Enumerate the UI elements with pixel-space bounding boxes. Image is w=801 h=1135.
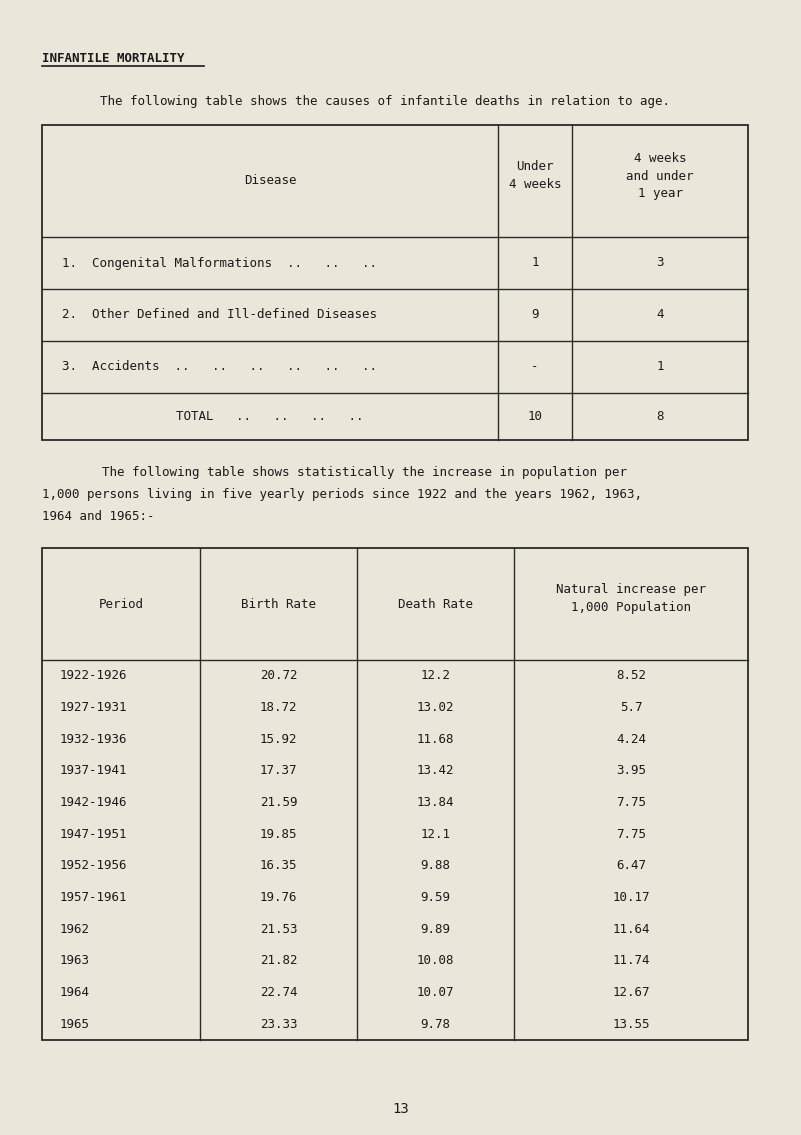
Text: 7.75: 7.75	[616, 796, 646, 809]
Text: 3.95: 3.95	[616, 764, 646, 777]
Text: 1: 1	[656, 361, 664, 373]
Text: 21.59: 21.59	[260, 796, 297, 809]
Text: 13: 13	[392, 1102, 409, 1116]
Text: Natural increase per
1,000 Population: Natural increase per 1,000 Population	[556, 583, 706, 614]
Text: 7.75: 7.75	[616, 827, 646, 841]
Text: Under
4 weeks: Under 4 weeks	[509, 160, 562, 192]
Text: 1.  Congenital Malformations  ..   ..   ..: 1. Congenital Malformations .. .. ..	[62, 257, 377, 269]
Text: INFANTILE MORTALITY: INFANTILE MORTALITY	[42, 52, 184, 65]
Text: 13.02: 13.02	[417, 701, 454, 714]
Text: 15.92: 15.92	[260, 733, 297, 746]
Text: 23.33: 23.33	[260, 1018, 297, 1031]
Text: Period: Period	[99, 597, 143, 611]
Text: 20.72: 20.72	[260, 670, 297, 682]
Text: 1: 1	[531, 257, 539, 269]
Text: 9: 9	[531, 309, 539, 321]
Text: 17.37: 17.37	[260, 764, 297, 777]
Text: 21.53: 21.53	[260, 923, 297, 935]
Text: 1962: 1962	[60, 923, 90, 935]
Bar	[42, 125, 748, 440]
Text: 22.74: 22.74	[260, 986, 297, 999]
Text: 9.78: 9.78	[421, 1018, 450, 1031]
Text: -: -	[531, 361, 539, 373]
Text: 11.74: 11.74	[612, 955, 650, 967]
Text: 1952-1956: 1952-1956	[60, 859, 127, 873]
Text: 12.2: 12.2	[421, 670, 450, 682]
Text: The following table shows statistically the increase in population per: The following table shows statistically …	[42, 466, 627, 479]
Text: 9.59: 9.59	[421, 891, 450, 903]
Text: Death Rate: Death Rate	[398, 597, 473, 611]
Text: 1942-1946: 1942-1946	[60, 796, 127, 809]
Text: 1957-1961: 1957-1961	[60, 891, 127, 903]
Text: 6.47: 6.47	[616, 859, 646, 873]
Text: 13.84: 13.84	[417, 796, 454, 809]
Text: 1947-1951: 1947-1951	[60, 827, 127, 841]
Text: The following table shows the causes of infantile deaths in relation to age.: The following table shows the causes of …	[100, 95, 670, 108]
Text: 8.52: 8.52	[616, 670, 646, 682]
Bar	[42, 548, 748, 1040]
Text: Birth Rate: Birth Rate	[241, 597, 316, 611]
Text: 13.55: 13.55	[612, 1018, 650, 1031]
Text: 10.08: 10.08	[417, 955, 454, 967]
Text: 1,000 persons living in five yearly periods since 1922 and the years 1962, 1963,: 1,000 persons living in five yearly peri…	[42, 488, 642, 501]
Text: 12.1: 12.1	[421, 827, 450, 841]
Text: 19.85: 19.85	[260, 827, 297, 841]
Text: Disease: Disease	[244, 175, 296, 187]
Text: 3.  Accidents  ..   ..   ..   ..   ..   ..: 3. Accidents .. .. .. .. .. ..	[62, 361, 377, 373]
Text: 1927-1931: 1927-1931	[60, 701, 127, 714]
Text: 1922-1926: 1922-1926	[60, 670, 127, 682]
Text: 4 weeks
and under
1 year: 4 weeks and under 1 year	[626, 151, 694, 201]
Text: 1963: 1963	[60, 955, 90, 967]
Text: 13.42: 13.42	[417, 764, 454, 777]
Text: 9.89: 9.89	[421, 923, 450, 935]
Text: 3: 3	[656, 257, 664, 269]
Text: 21.82: 21.82	[260, 955, 297, 967]
Text: TOTAL   ..   ..   ..   ..: TOTAL .. .. .. ..	[176, 410, 364, 423]
Text: 12.67: 12.67	[612, 986, 650, 999]
Text: 1937-1941: 1937-1941	[60, 764, 127, 777]
Text: 4: 4	[656, 309, 664, 321]
Text: 1964: 1964	[60, 986, 90, 999]
Text: 11.68: 11.68	[417, 733, 454, 746]
Text: 5.7: 5.7	[620, 701, 642, 714]
Text: 10.17: 10.17	[612, 891, 650, 903]
Text: 4.24: 4.24	[616, 733, 646, 746]
Text: 1964 and 1965:-: 1964 and 1965:-	[42, 510, 155, 523]
Text: 2.  Other Defined and Ill-defined Diseases: 2. Other Defined and Ill-defined Disease…	[62, 309, 377, 321]
Text: 9.88: 9.88	[421, 859, 450, 873]
Text: 11.64: 11.64	[612, 923, 650, 935]
Text: 19.76: 19.76	[260, 891, 297, 903]
Text: 8: 8	[656, 410, 664, 423]
Text: 1965: 1965	[60, 1018, 90, 1031]
Text: 10.07: 10.07	[417, 986, 454, 999]
Text: 18.72: 18.72	[260, 701, 297, 714]
Text: 16.35: 16.35	[260, 859, 297, 873]
Text: 10: 10	[528, 410, 542, 423]
Text: 1932-1936: 1932-1936	[60, 733, 127, 746]
